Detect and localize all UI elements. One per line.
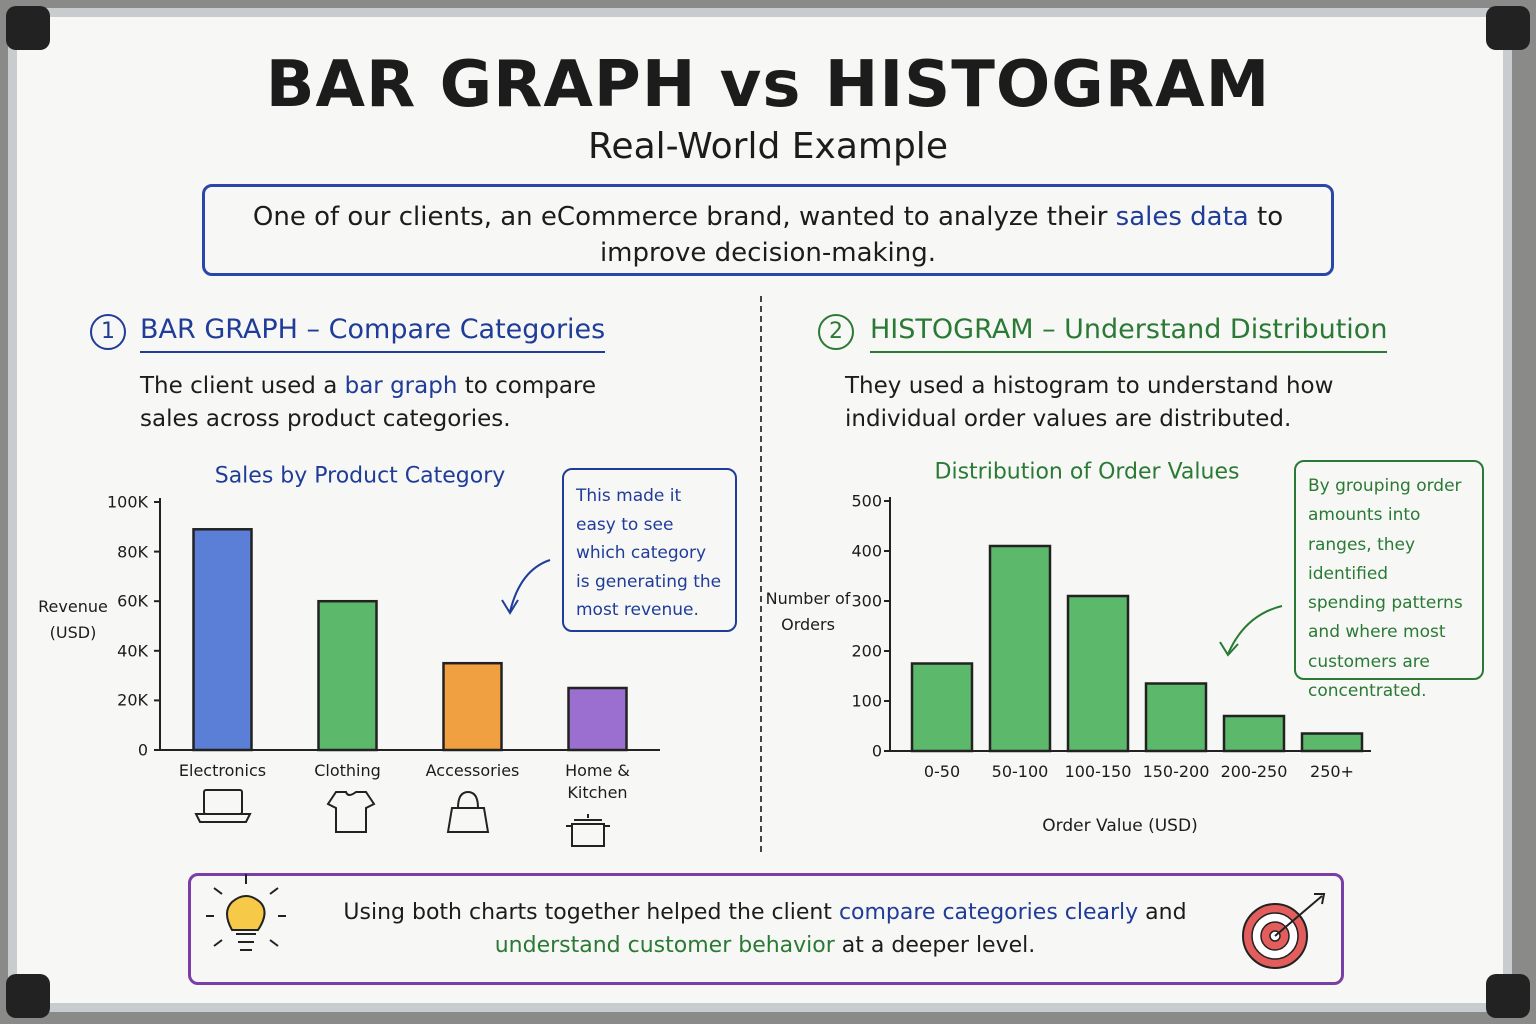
x-tick-label: Accessories: [425, 761, 520, 780]
section-highlight: bar graph: [344, 373, 458, 399]
x-tick-label: Electronics: [178, 761, 267, 780]
frame-corner: [1486, 6, 1530, 50]
target-arrow: [1274, 893, 1326, 937]
y-tick-label: 300: [851, 591, 882, 611]
arrow-head: [501, 599, 519, 615]
section-number: 1: [90, 314, 126, 350]
bar: [317, 599, 378, 752]
bar: [1066, 594, 1130, 753]
chart-title: Sales by Product Category: [214, 463, 506, 489]
footer-highlight: understand customer behavior: [494, 933, 835, 958]
laptop-icon: [194, 813, 252, 823]
bar: [910, 662, 974, 753]
laptop-icon: [203, 789, 243, 815]
y-tick-label: 80K: [117, 542, 148, 562]
icons: [194, 789, 610, 951]
x-axis-label: Order Value (USD): [1042, 816, 1198, 836]
bar: [1300, 732, 1364, 753]
section-text-part: The client used a: [140, 373, 345, 399]
bulb-rays: [206, 874, 286, 947]
y-tick-label: 100K: [106, 492, 148, 512]
x-tick-label: 0-50: [923, 762, 961, 781]
footer-box: [188, 873, 1344, 985]
annotation-box: By grouping order amounts into ranges, t…: [1294, 460, 1484, 701]
y-tick-label: 100: [851, 691, 882, 711]
section-text: The client used a bar graph to compare s…: [140, 370, 620, 436]
page-subtitle: Real-World Example: [588, 126, 948, 167]
x-tick-label: 50-100: [991, 762, 1049, 781]
section-heading: HISTOGRAM – Understand Distribution: [870, 314, 1388, 353]
bar: [442, 661, 503, 752]
frame-corner: [1486, 974, 1530, 1018]
y-tick-label: 60K: [117, 591, 148, 611]
y-tick-label: 400: [851, 541, 882, 561]
footer-text: Using both charts together helped the cl…: [300, 896, 1230, 962]
x-tick-label: 200-250: [1220, 762, 1288, 781]
x-tick-label: 150-200: [1142, 762, 1210, 781]
section-text-part: to compare sales across product categori…: [140, 373, 597, 432]
x-tick-label: Clothing: [314, 761, 381, 780]
intro-text: One of our clients, an eCommerce brand, …: [252, 202, 1116, 232]
shirt-icon: [326, 791, 376, 833]
y-tick-label: 0: [137, 740, 148, 760]
arrow-head: [1219, 641, 1239, 657]
y-axis-label: Revenue (USD): [38, 597, 108, 642]
intro-box: One of our clients, an eCommerce brand, …: [202, 184, 1334, 276]
bar: [1144, 682, 1208, 753]
bulb-icon: [226, 895, 266, 931]
section-text: They used a histogram to understand how …: [845, 373, 1334, 432]
frame-corner: [6, 974, 50, 1018]
x-tick-label: 100-150: [1064, 762, 1132, 781]
divider: [760, 296, 762, 852]
bulb-icon: [236, 933, 256, 951]
frame-corner: [6, 6, 50, 50]
section-heading: BAR GRAPH – Compare Categories: [140, 314, 606, 353]
page-title: BAR GRAPH vs HISTOGRAM: [265, 48, 1271, 122]
y-tick-label: 0: [871, 741, 882, 761]
y-tick-label: 20K: [117, 690, 148, 710]
x-tick-label: 250+: [1310, 762, 1354, 781]
section-number: 2: [818, 314, 854, 350]
bar: [567, 686, 628, 752]
pot-icon: [566, 814, 610, 847]
y-tick-label: 40K: [117, 641, 148, 661]
footer-highlight: compare categories clearly: [838, 900, 1139, 925]
target-icon: [1242, 893, 1326, 969]
footer-part: at a deeper level.: [834, 933, 1036, 958]
chart-title: Distribution of Order Values: [934, 459, 1240, 485]
footer-part: and: [1138, 900, 1187, 925]
bar: [1222, 714, 1286, 753]
annotation-box: This made it easy to see which category …: [562, 468, 737, 632]
bar: [192, 528, 253, 752]
intro-highlight: sales data: [1115, 202, 1249, 232]
arrow: [509, 559, 551, 613]
footer-part: Using both charts together helped the cl…: [343, 900, 839, 925]
arrow: [1227, 605, 1283, 655]
y-axis-label: Number of Orders: [765, 589, 851, 634]
intro-text: to improve decision-making.: [599, 202, 1284, 268]
bar: [988, 544, 1052, 753]
y-tick-label: 200: [851, 641, 882, 661]
y-tick-label: 500: [851, 491, 882, 511]
bag-icon: [446, 790, 490, 833]
x-tick-label: Home & Kitchen: [565, 761, 630, 802]
